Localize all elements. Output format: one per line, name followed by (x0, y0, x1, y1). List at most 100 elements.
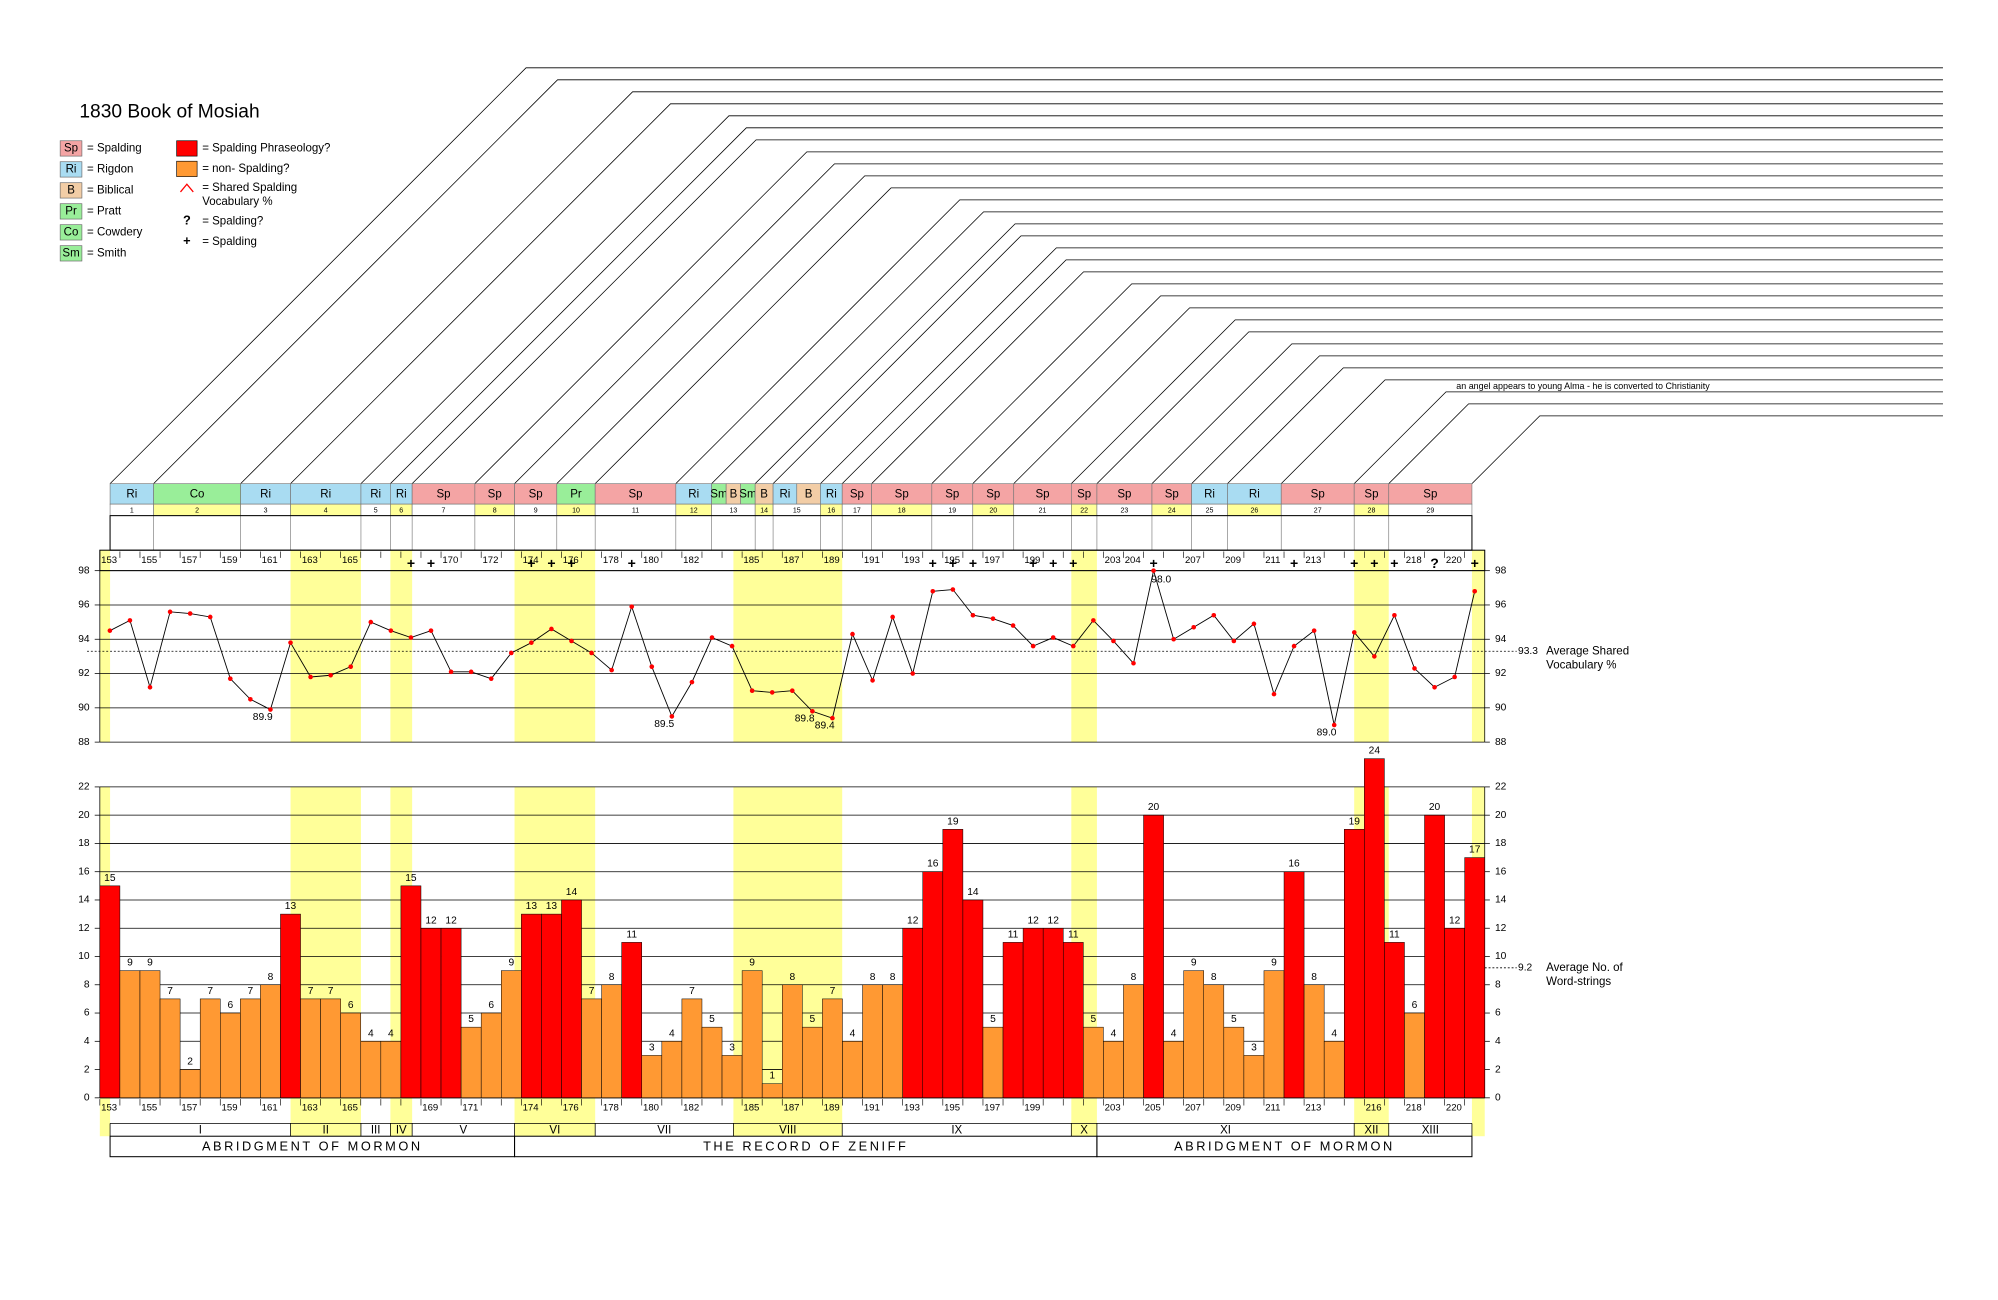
vocab-point (1131, 660, 1136, 666)
data-label: 17 (1469, 845, 1481, 856)
y-tick-label: 6 (84, 1008, 90, 1019)
x-tick-label: 187 (784, 555, 800, 566)
legend-line (179, 183, 194, 193)
vocab-point (910, 671, 916, 676)
leader-line (1227, 367, 1943, 484)
vocab-point (569, 638, 574, 644)
x-tick-label: 157 (181, 1103, 197, 1114)
marker: + (1471, 555, 1479, 571)
legend-swatch (176, 140, 198, 157)
y-tick-label: 98 (78, 565, 90, 576)
verse-row (109, 515, 1473, 551)
chapter-number: 22 (1080, 507, 1088, 514)
vocab-point (147, 684, 153, 690)
book-label: ABRIDGMENT OF MORMON (202, 1138, 423, 1153)
x-tick-label: 171 (462, 1103, 478, 1114)
bar (902, 927, 924, 1099)
bar (340, 1012, 362, 1099)
leader-line (240, 91, 1943, 484)
chapter-number: 23 (1121, 507, 1129, 514)
y-tick-label: 14 (1495, 895, 1507, 906)
author-tag: Sp (986, 489, 1000, 501)
author-tag: Sp (1364, 489, 1378, 501)
leader-line (841, 259, 1943, 484)
author-tag: Sp (1117, 489, 1131, 501)
section-label: III (371, 1125, 381, 1137)
y-tick-label: 90 (1495, 703, 1507, 714)
legend-label: = Rigdon (87, 163, 133, 175)
vocab-point (448, 669, 454, 675)
vocab-point (1231, 638, 1237, 644)
y-tick-label: 10 (78, 951, 90, 962)
section-label: XIII (1422, 1125, 1439, 1137)
x-tick-label: 197 (984, 555, 1000, 566)
leader-line (514, 163, 1943, 484)
x-tick-label: 153 (101, 1103, 117, 1114)
x-tick-label: 218 (1406, 1103, 1422, 1114)
data-label: 4 (1171, 1028, 1177, 1039)
data-label: 16 (1288, 859, 1300, 870)
marker: + (1049, 555, 1057, 571)
vocab-point (1271, 691, 1277, 697)
x-tick-label: 187 (784, 1103, 800, 1114)
vocab-point (107, 628, 113, 633)
bar (99, 885, 121, 1099)
bar (521, 913, 542, 1099)
author-tag: Ri (1204, 489, 1215, 501)
y-tick-label: 96 (1495, 600, 1507, 611)
vocab-point (529, 640, 534, 645)
y-tick-label: 4 (84, 1036, 90, 1047)
vocab-point (508, 650, 514, 656)
vocab-point (1211, 612, 1217, 618)
leader-line (474, 151, 1943, 484)
leader-line (871, 271, 1943, 484)
leader-line (594, 187, 1943, 484)
legend-tag: Sp (64, 142, 78, 154)
data-label: 5 (709, 1014, 715, 1025)
legend-label: = Cowdery (87, 226, 143, 238)
author-tag: Ri (688, 489, 699, 501)
legend-label: = Biblical (87, 184, 133, 196)
vocab-point (1050, 635, 1056, 640)
vocab-point (187, 611, 193, 616)
legend-swatch (59, 203, 83, 220)
vocab-point (1392, 612, 1397, 618)
legend-swatch (59, 224, 83, 241)
section-label: IV (396, 1125, 407, 1137)
x-tick-label: 218 (1406, 555, 1422, 566)
x-tick-label: 211 (1265, 1103, 1280, 1114)
bar (681, 998, 703, 1099)
bar (501, 970, 522, 1099)
data-label: 4 (368, 1028, 374, 1039)
data-label: 20 (1148, 802, 1160, 813)
legend-swatch (59, 245, 83, 262)
leader-line (820, 247, 1943, 484)
x-tick-label: 205 (1145, 1103, 1161, 1114)
y-tick-label: 2 (1495, 1064, 1501, 1075)
bar (781, 984, 803, 1099)
data-label: 98.0 (1151, 574, 1171, 585)
bar (460, 1026, 482, 1099)
chapter-number: 25 (1206, 507, 1214, 514)
author-tag: Ri (126, 489, 137, 501)
x-tick-label: 169 (422, 1103, 438, 1114)
marker: + (1370, 555, 1378, 571)
author-tag: Sp (895, 489, 909, 501)
bar (220, 1012, 241, 1099)
bar (541, 913, 562, 1099)
vocab-point (1151, 568, 1156, 573)
legend-swatch (176, 160, 198, 177)
author-tag: Sp (628, 489, 642, 501)
x-tick-label: 163 (302, 555, 318, 566)
legend-label: = Spalding? (202, 215, 263, 227)
data-label: 2 (187, 1057, 193, 1068)
legend-label: = Spalding (202, 236, 257, 248)
bar (1343, 829, 1365, 1099)
bar (1424, 814, 1445, 1099)
data-label: 12 (907, 915, 919, 926)
chapter-number: 5 (374, 507, 378, 514)
leader-line (390, 127, 1943, 484)
author-tag: Ri (320, 489, 331, 501)
bar (741, 970, 763, 1099)
